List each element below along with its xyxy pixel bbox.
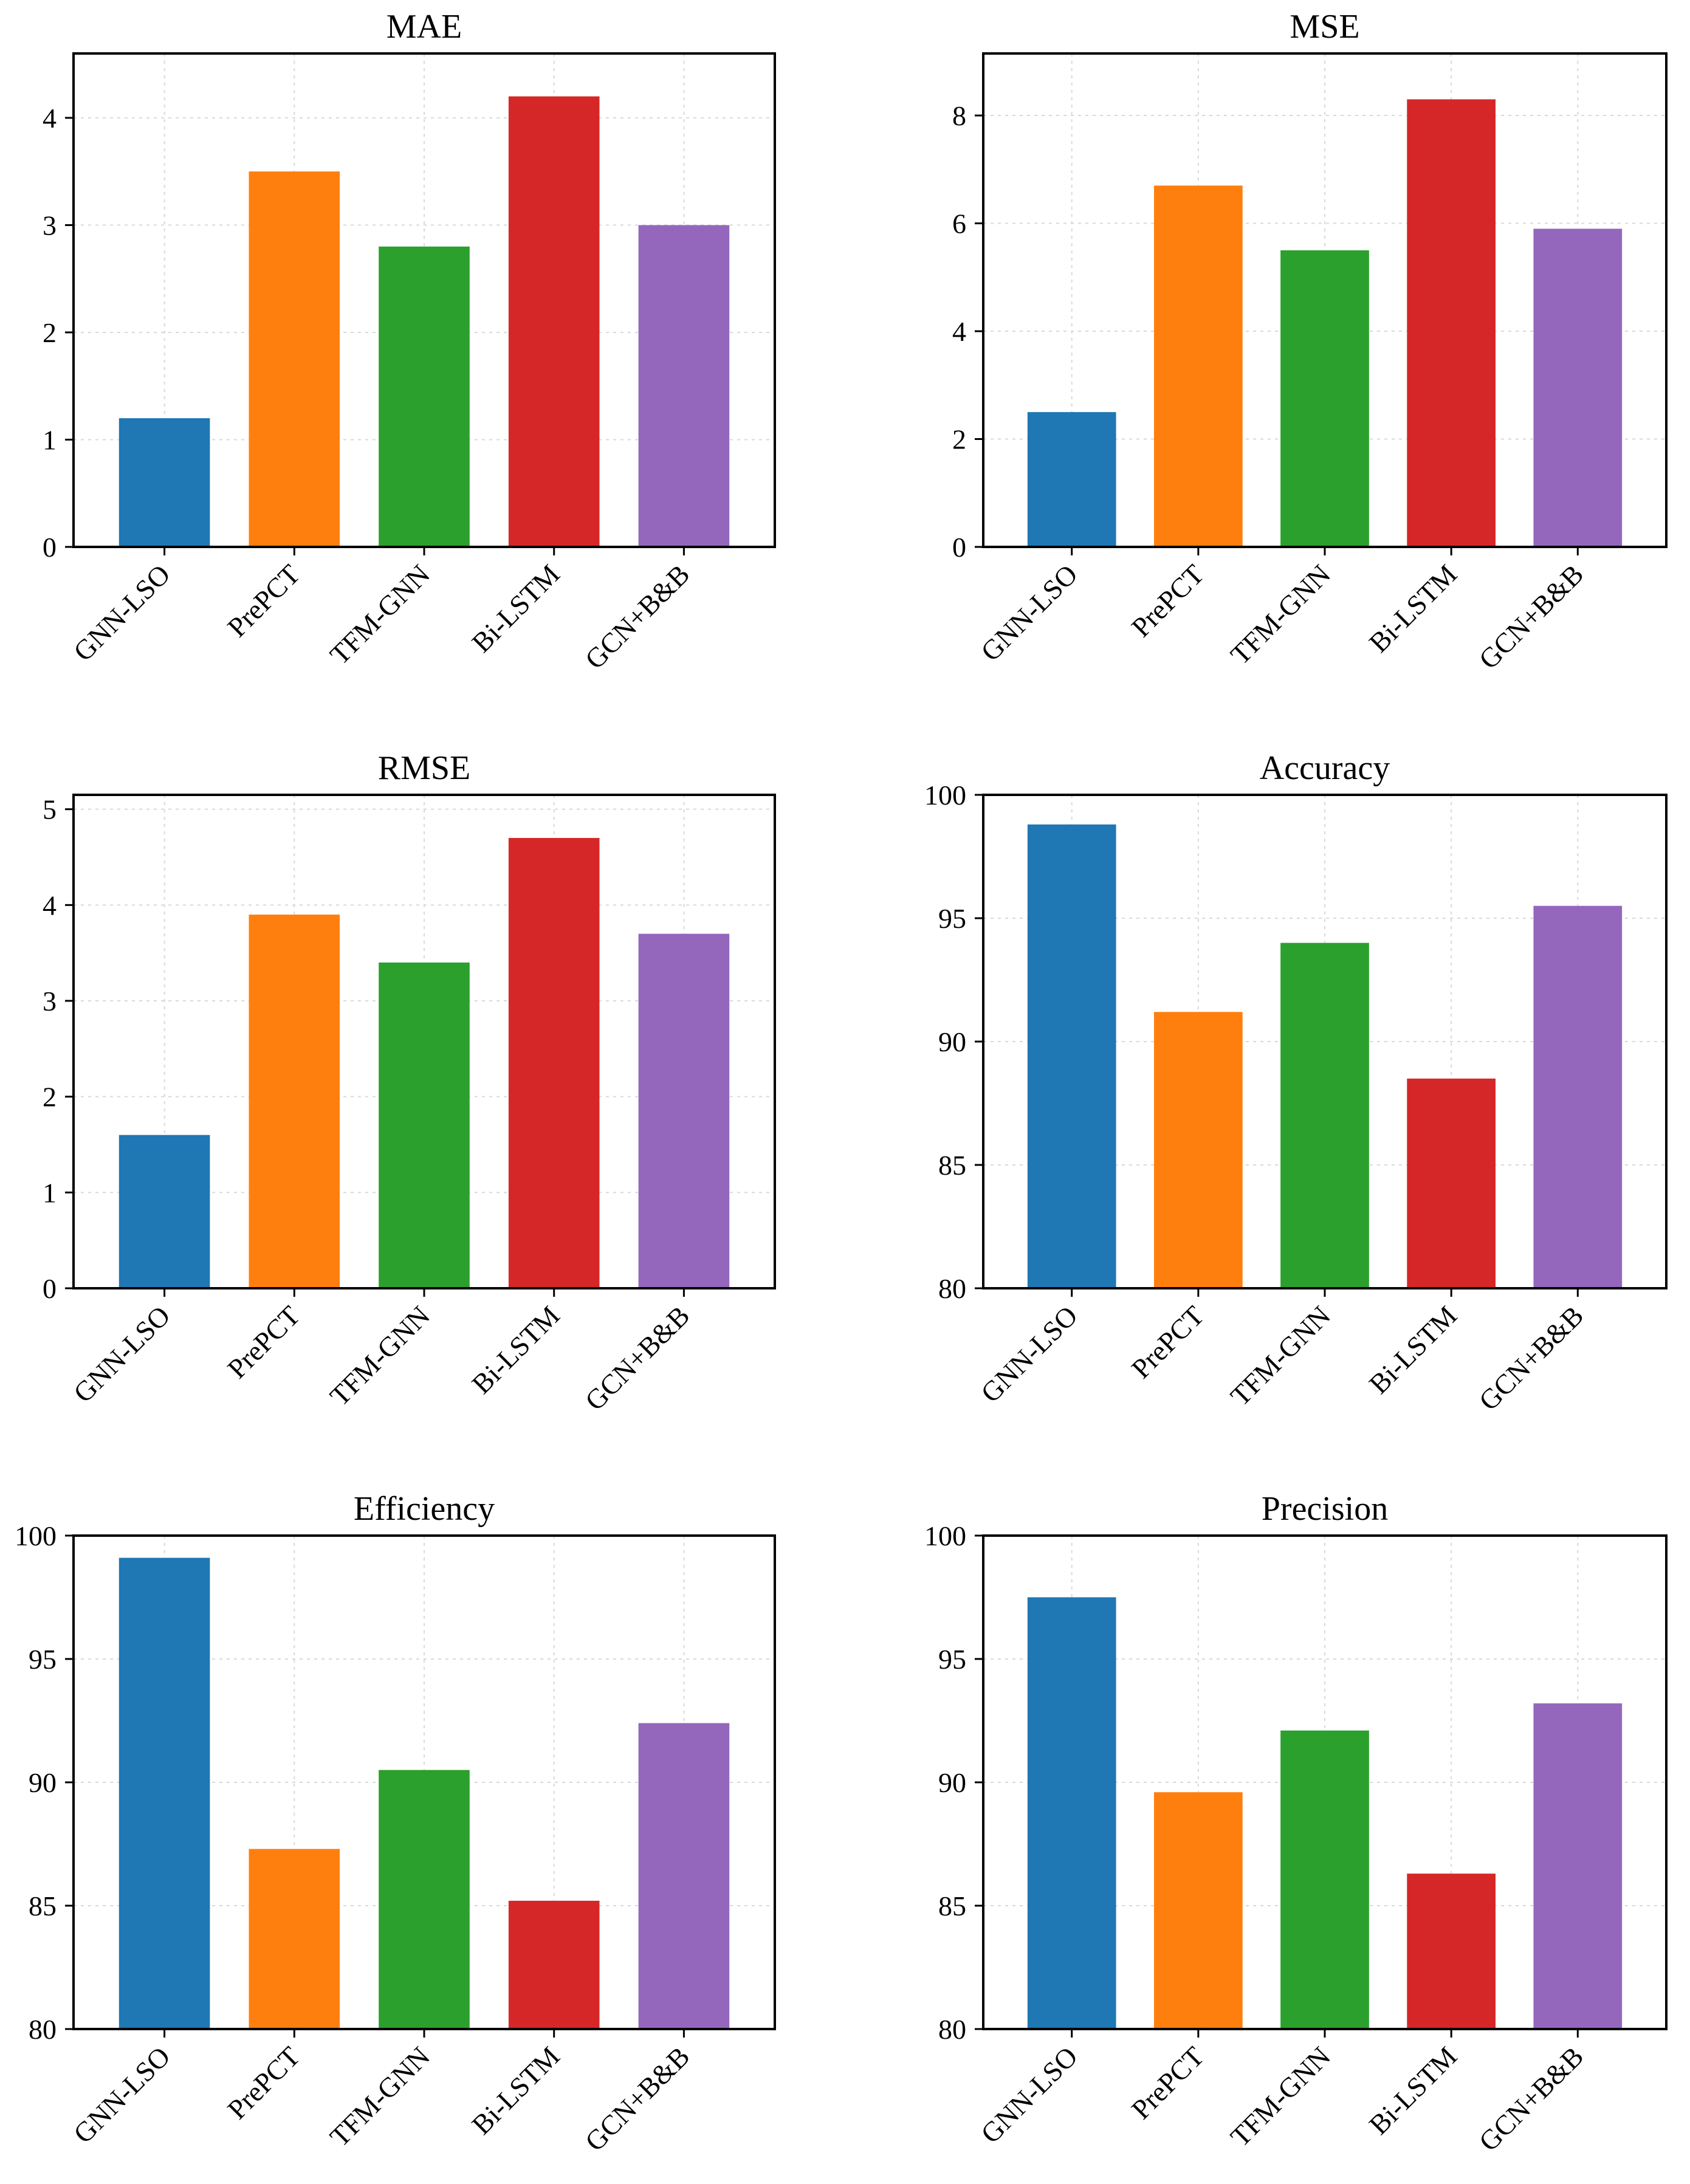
y-tick-label: 4 — [43, 103, 57, 134]
bar-gnn-lso — [1027, 1597, 1116, 2029]
bar-tfm-gnn — [1280, 943, 1369, 1288]
bar-gcn-b-b — [1533, 905, 1623, 1288]
y-tick-label: 0 — [43, 1273, 57, 1304]
bar-bi-lstm — [1407, 99, 1496, 547]
y-tick-label: 90 — [29, 1767, 57, 1798]
y-tick-label: 95 — [938, 1644, 966, 1675]
bar-tfm-gnn — [1280, 250, 1369, 547]
bar-bi-lstm — [1407, 1873, 1496, 2029]
y-tick-label: 5 — [43, 794, 57, 825]
y-tick-label: 1 — [43, 1177, 57, 1208]
y-tick-label: 1 — [43, 424, 57, 455]
y-tick-label: 100 — [924, 780, 966, 811]
y-tick-label: 6 — [952, 208, 966, 239]
bar-bi-lstm — [1407, 1078, 1496, 1288]
bar-gnn-lso — [1027, 412, 1116, 547]
bar-prepct — [249, 171, 340, 547]
y-tick-label: 80 — [938, 2014, 966, 2045]
y-tick-label: 95 — [29, 1644, 57, 1675]
chart-title: MAE — [386, 8, 462, 46]
y-tick-label: 80 — [29, 2014, 57, 2045]
bar-gcn-b-b — [638, 225, 730, 547]
y-tick-label: 90 — [938, 1767, 966, 1798]
bar-prepct — [1154, 1792, 1243, 2029]
y-tick-label: 2 — [952, 424, 966, 455]
bar-gcn-b-b — [1533, 1703, 1623, 2029]
y-tick-label: 2 — [43, 317, 57, 348]
bar-gcn-b-b — [638, 933, 730, 1288]
y-tick-label: 80 — [938, 1273, 966, 1304]
y-tick-label: 90 — [938, 1026, 966, 1057]
bar-prepct — [249, 915, 340, 1288]
y-tick-label: 85 — [938, 1150, 966, 1181]
chart-title: RMSE — [378, 749, 471, 787]
y-tick-label: 4 — [952, 316, 966, 347]
bar-prepct — [1154, 1012, 1243, 1288]
y-tick-label: 100 — [924, 1520, 966, 1551]
y-tick-label: 0 — [43, 532, 57, 563]
bar-gnn-lso — [119, 418, 210, 547]
bar-bi-lstm — [508, 96, 600, 547]
bar-gnn-lso — [1027, 824, 1116, 1288]
y-tick-label: 3 — [43, 986, 57, 1017]
bar-tfm-gnn — [379, 246, 470, 547]
bar-gcn-b-b — [638, 1723, 730, 2029]
chart-title: Accuracy — [1260, 749, 1390, 787]
y-tick-label: 95 — [938, 903, 966, 934]
y-tick-label: 4 — [43, 890, 57, 921]
y-tick-label: 100 — [15, 1520, 57, 1551]
bar-bi-lstm — [508, 837, 600, 1288]
chart-title: Efficiency — [354, 1490, 495, 1528]
bar-tfm-gnn — [1280, 1730, 1369, 2029]
y-tick-label: 85 — [938, 1890, 966, 1921]
bar-gnn-lso — [119, 1557, 210, 2029]
bar-tfm-gnn — [379, 1770, 470, 2029]
bar-tfm-gnn — [379, 962, 470, 1288]
y-tick-label: 8 — [952, 100, 966, 131]
chart-title: MSE — [1290, 8, 1359, 46]
chart-title: Precision — [1262, 1490, 1388, 1528]
y-tick-label: 0 — [952, 532, 966, 563]
bar-bi-lstm — [508, 1900, 600, 2029]
y-tick-label: 85 — [29, 1890, 57, 1921]
y-tick-label: 3 — [43, 210, 57, 241]
bar-gcn-b-b — [1533, 228, 1623, 548]
y-tick-label: 2 — [43, 1082, 57, 1113]
bar-prepct — [1154, 185, 1243, 547]
bar-prepct — [249, 1849, 340, 2029]
bar-gnn-lso — [119, 1135, 210, 1288]
